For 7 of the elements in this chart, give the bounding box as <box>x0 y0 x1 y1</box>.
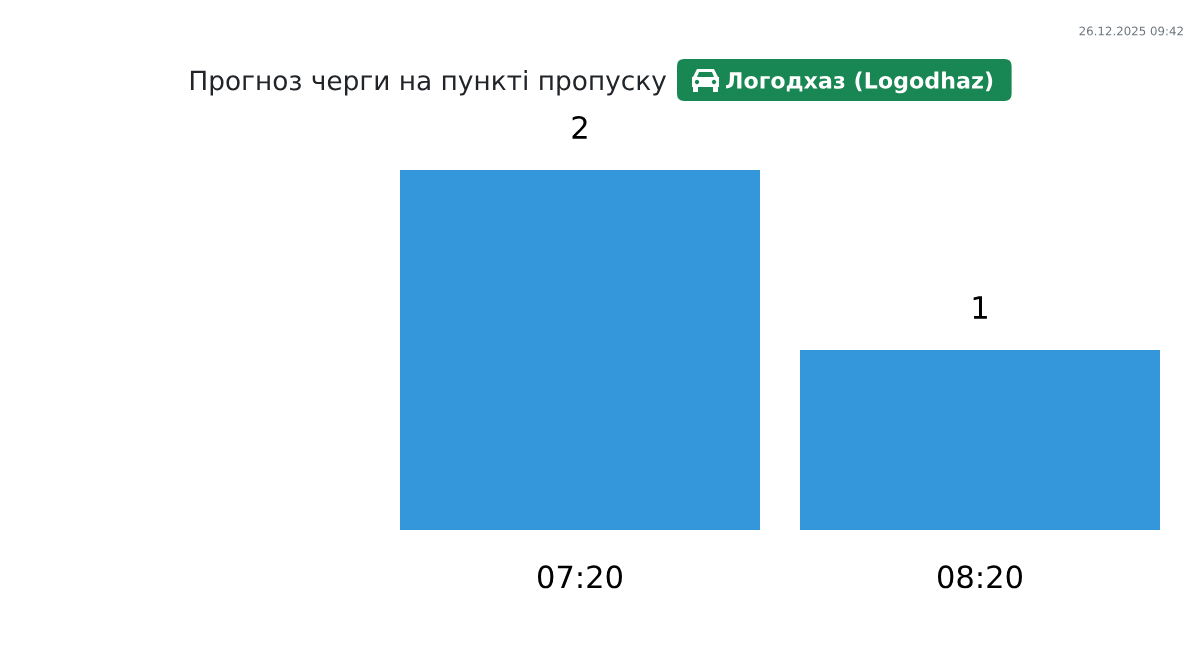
chart-subtitle: Логодхаз (Logodhaz) <box>726 71 993 94</box>
data-label: 2 <box>572 115 587 139</box>
x-tick-label: 08:20 <box>937 565 1022 589</box>
text: 26.12.2025 09:42 <box>1079 26 1183 36</box>
data-label: 1 <box>973 296 987 319</box>
x-tick-label: 07:20 <box>537 565 622 589</box>
chart-title: Прогноз черги на пункті пропуску <box>190 69 667 96</box>
